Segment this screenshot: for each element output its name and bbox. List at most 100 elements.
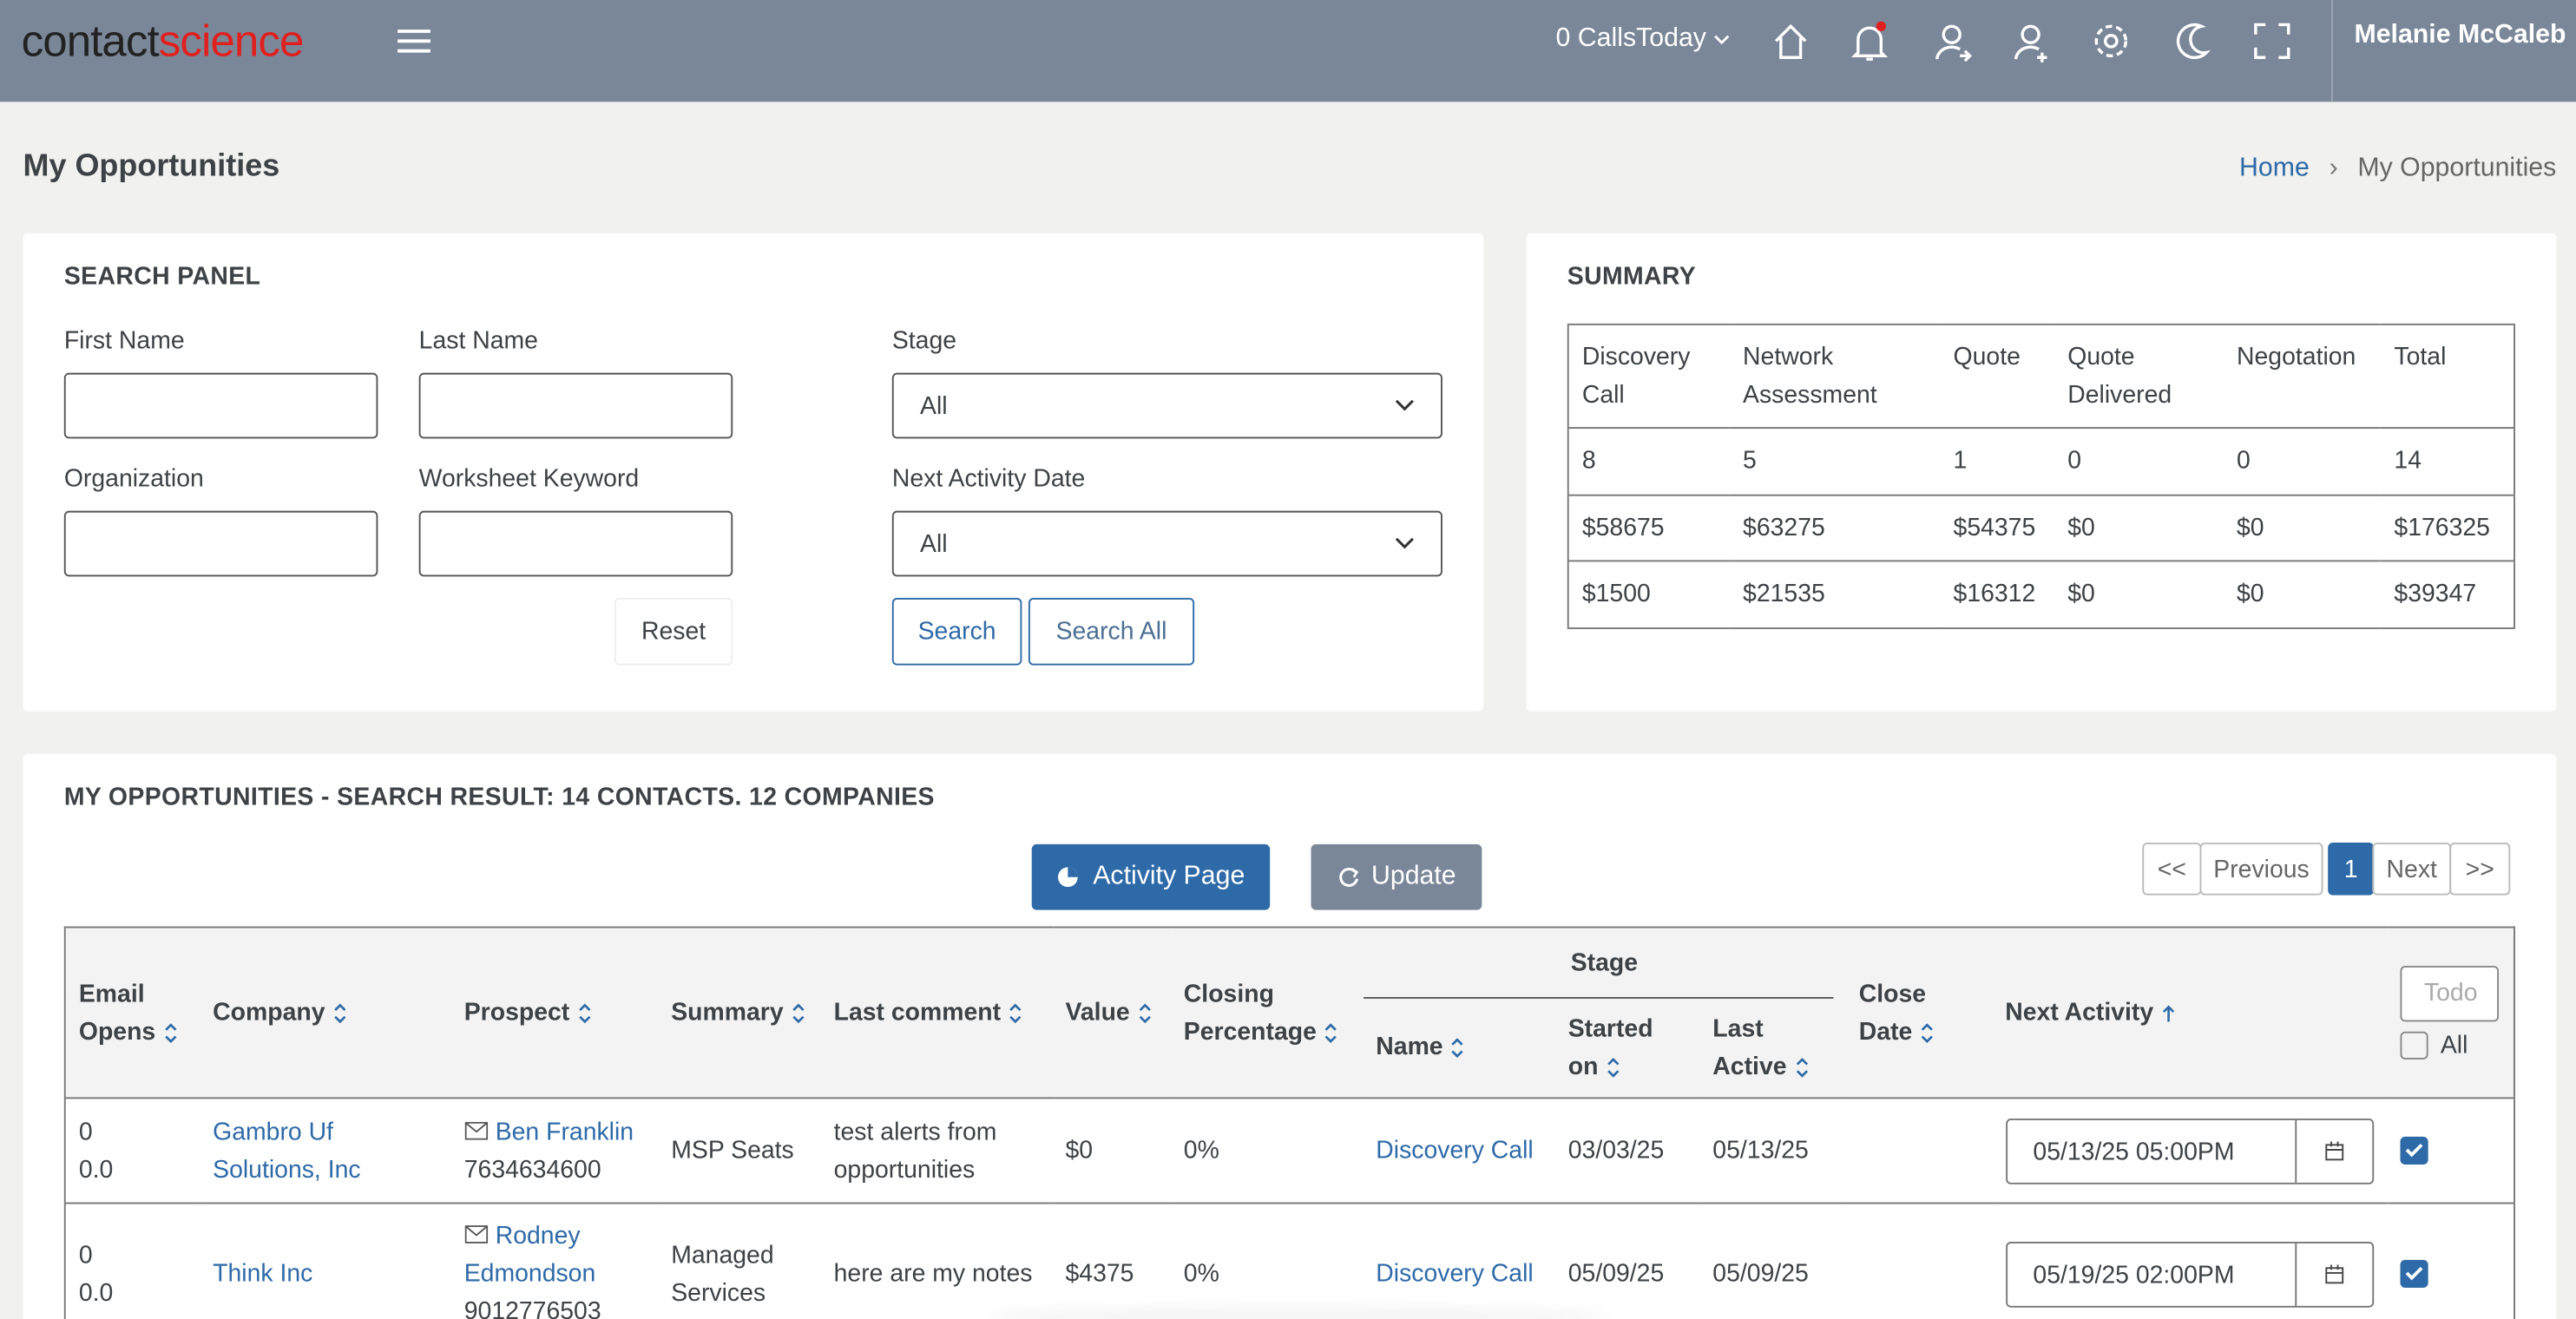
sort-icon[interactable] (1921, 1022, 1934, 1043)
all-checkbox[interactable]: All (2399, 1031, 2500, 1060)
logo[interactable]: contactscience (21, 16, 305, 68)
prospect-link[interactable]: Rodney Edmondson (463, 1222, 596, 1289)
cell: MSP Seats (658, 1097, 821, 1204)
icon (1338, 868, 1358, 887)
summary-cell: 1 (1940, 427, 2055, 495)
todo-input[interactable]: Todo (2399, 966, 2499, 1022)
sort-icon[interactable] (1009, 1003, 1022, 1024)
column-header[interactable]: Summary (658, 927, 821, 1099)
breadcrumb-link[interactable]: Home (2239, 154, 2310, 183)
company-link[interactable]: Think Inc (213, 1259, 313, 1289)
column-header[interactable]: Last comment (820, 927, 1053, 1099)
sort-icon[interactable] (1795, 1057, 1808, 1078)
search-button[interactable]: Search (891, 598, 1022, 666)
user-name[interactable]: Melanie McCaleb (2354, 21, 2566, 49)
sort-icon[interactable] (1451, 1038, 1464, 1059)
result-row: 0 0.0 Gambro Uf Solutions, Inc Ben Franklin… (64, 1097, 2515, 1204)
date-input[interactable]: 05/19/25 02:00PM (2005, 1241, 2374, 1307)
sort-icon[interactable] (792, 1003, 805, 1024)
calendar-button[interactable] (2296, 1119, 2371, 1182)
select[interactable]: All (891, 510, 1442, 577)
column-header[interactable]: Name (1363, 997, 1555, 1099)
checkbox-label: All (2440, 1031, 2468, 1060)
checkbox[interactable] (2399, 1259, 2428, 1289)
sort-icon[interactable] (2162, 1004, 2175, 1024)
calendar-icon (2324, 1140, 2343, 1160)
date-input[interactable]: 05/13/25 05:00PM (2005, 1118, 2374, 1184)
sort-icon[interactable] (1607, 1057, 1620, 1078)
header-text: Closing Percentage (1183, 980, 1317, 1046)
text-input[interactable] (418, 510, 733, 577)
results-table: Email Opens Company Prospect Summary Last co… (63, 926, 2515, 1319)
text-input[interactable] (63, 510, 378, 577)
divider (2330, 0, 2333, 102)
shadow (985, 1305, 1611, 1319)
sort-icon[interactable] (1324, 1022, 1337, 1043)
logo-part: contact (21, 16, 160, 66)
column-header[interactable]: Prospect (450, 927, 659, 1099)
calendar-button[interactable] (2296, 1243, 2371, 1305)
summary-cell: $1500 (1567, 560, 1730, 629)
sort-icon[interactable] (164, 1022, 177, 1043)
column-header[interactable]: Next Activity (1992, 927, 2387, 1099)
sort-icon[interactable] (578, 1003, 591, 1024)
logo-part: science (158, 16, 305, 66)
update-button[interactable]: Update (1311, 843, 1482, 910)
next-activity: 05/13/25 05:00PM (2033, 1137, 2235, 1165)
field-label: Next Activity Date (891, 464, 1086, 493)
button-label: Reset (641, 617, 706, 646)
checkbox[interactable] (2399, 1031, 2428, 1060)
page-button[interactable]: >> (2449, 843, 2511, 896)
value: $4375 (1065, 1259, 1134, 1289)
cell: 05/09/25 (1699, 1202, 1846, 1319)
breadcrumb-separator: › (2329, 154, 2338, 183)
column-header[interactable]: Company (199, 927, 451, 1099)
stage-link[interactable]: Discovery Call (1376, 1136, 1534, 1165)
text-input[interactable] (63, 372, 378, 439)
button-label: Search All (1055, 617, 1167, 646)
calls-today[interactable]: 0 CallsToday (1556, 24, 1731, 54)
next-activity: 05/19/25 02:00PM (2033, 1260, 2235, 1289)
cell (2386, 1202, 2515, 1319)
column-header[interactable]: Started on (1554, 997, 1700, 1099)
field-label: Worksheet Keyword (418, 464, 640, 493)
column-header[interactable]: Closing Percentage (1170, 927, 1364, 1099)
page-button[interactable]: Previous (2199, 843, 2323, 896)
calls-today-text: 0 CallsToday (1555, 24, 1706, 53)
chevron (1714, 35, 1730, 45)
summary-cell: 5 (1729, 427, 1941, 495)
column-header[interactable]: Close Date (1845, 927, 1993, 1099)
summary-cell: $176325 (2381, 493, 2515, 562)
last-comment: test alerts from opportunities (833, 1118, 997, 1184)
summary-cell: 0 (2223, 427, 2382, 495)
pagination: << Previous 1 Next >> (2142, 843, 2511, 896)
date-value: 05/13/25 05:00PM (2007, 1119, 2297, 1182)
last-active: 05/09/25 (1712, 1259, 1809, 1289)
cell: test alerts from opportunities (820, 1097, 1053, 1204)
text-input[interactable] (418, 372, 733, 439)
page-button[interactable]: Next (2372, 843, 2452, 896)
activity-page-button[interactable]: Activity Page (1031, 843, 1271, 910)
breadcrumb-current: My Opportunities (2357, 154, 2557, 183)
column-header[interactable]: Last Active (1699, 997, 1846, 1099)
summary-cell: 0 (2054, 427, 2224, 495)
stage-link[interactable]: Discovery Call (1376, 1259, 1534, 1289)
header-text: Name (1376, 1034, 1443, 1062)
cell: 05/09/25 (1554, 1202, 1700, 1319)
column-header[interactable]: Email Opens (64, 927, 200, 1099)
prospect-link[interactable]: Ben Franklin (495, 1118, 634, 1146)
summary-cell: $39347 (2381, 560, 2515, 629)
column-header[interactable]: Value (1052, 927, 1171, 1099)
company-link[interactable]: Gambro Uf Solutions, Inc (213, 1118, 361, 1184)
checkbox[interactable] (2399, 1136, 2428, 1165)
sort-icon[interactable] (1138, 1003, 1151, 1024)
toolbar-icons[interactable] (1771, 20, 2297, 66)
page-button[interactable]: << (2142, 843, 2202, 896)
select[interactable]: All (891, 372, 1442, 439)
search-all-button[interactable]: Search All (1028, 598, 1195, 666)
reset-button[interactable]: Reset (614, 598, 733, 666)
sort-icon[interactable] (333, 1003, 346, 1024)
header-text: Value (1065, 998, 1130, 1027)
menu-icon[interactable] (396, 26, 432, 56)
page-button[interactable]: 1 (2328, 843, 2375, 896)
